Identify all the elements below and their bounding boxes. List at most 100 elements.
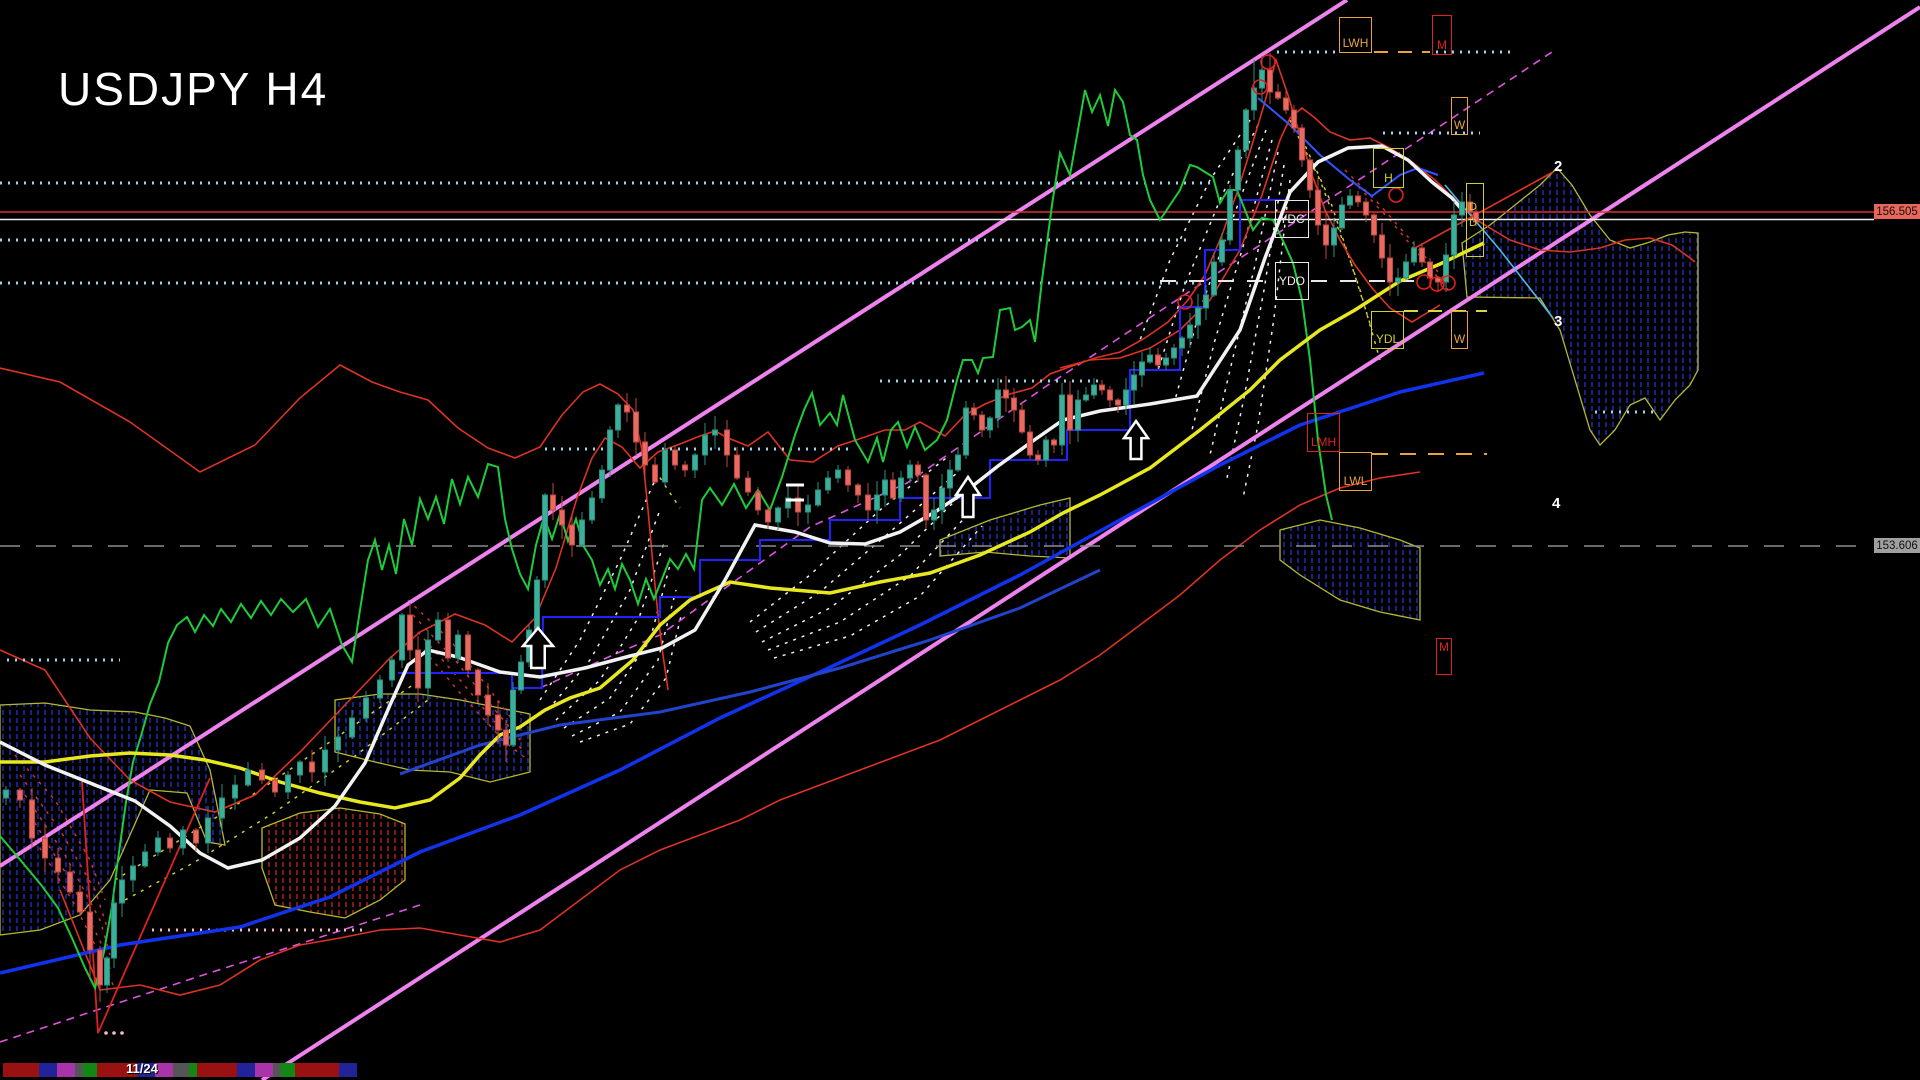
ichimoku-cloud-blue [1461,167,1699,447]
red-projection-line [1414,171,1554,249]
label-lwl: LWL [1343,474,1368,488]
candle-body [923,474,929,521]
candle-body [67,871,73,893]
timeline-strip-segment[interactable] [237,1063,255,1077]
candle-body [17,789,23,801]
chart-title: USDJPY H4 [58,63,329,115]
timeline-strip-segment[interactable] [83,1063,97,1077]
candle-body [734,454,740,479]
ichimoku-cloud-blue [1279,519,1421,621]
candle-body [1473,211,1479,223]
candle-body [1131,374,1137,391]
candle-body [1219,239,1225,263]
candle-body [1067,394,1073,431]
candle-body [682,464,688,471]
candle-body [963,407,969,456]
label-box-yesterday-low: YDL [1371,311,1404,349]
candle-body [882,479,888,496]
candle-body [349,717,355,738]
candle-body [1451,214,1457,256]
candle-body [1155,354,1161,366]
candle-body [1339,204,1345,229]
timeline-strip-segment[interactable] [197,1063,237,1077]
candle-body [642,441,648,466]
magenta-dashed-line [539,49,1556,689]
signal-ring [1177,294,1193,310]
candle-body [855,484,861,496]
candle-body [1235,149,1241,191]
candle-body [111,902,117,959]
candle-body [219,797,225,819]
candle-body [1059,394,1065,446]
candle-body [322,749,328,773]
candle-body [1435,277,1441,283]
candle-body [559,509,565,526]
candle-body [1291,109,1297,129]
candle-body [1203,294,1209,309]
candle-body [1331,227,1337,246]
candle-body [569,524,575,546]
dotted-fan-line [654,469,681,509]
timeline-strip-segment[interactable] [189,1063,197,1077]
wave-count-3: 3 [1554,313,1563,330]
candle-body [785,497,791,509]
v-marker-dot [120,1031,124,1035]
candle-body [518,661,524,691]
candle-body [745,477,751,493]
candle-body [180,829,186,849]
dotted-fan-line [749,454,951,623]
timeline-strip-segment[interactable] [255,1063,273,1077]
timeline-strip-segment[interactable] [273,1063,281,1077]
candle-body [915,464,921,476]
candle-body [1011,397,1017,411]
candle-body [1323,224,1329,246]
candle-body [1187,324,1193,339]
timeline-strip-segment[interactable] [339,1063,357,1077]
timeline-strip-segment[interactable] [295,1063,339,1077]
timeline-strip-segment[interactable] [3,1063,39,1077]
candle-body [865,494,871,511]
label-box-last-month-high: LMH [1307,413,1340,452]
dotted-fan-line [1351,179,1451,293]
candle-body [1043,439,1049,461]
candle-body [1227,189,1233,241]
dotted-fan-line [555,539,666,721]
candle-body [890,479,896,499]
timeline-strip-segment[interactable] [281,1063,295,1077]
candle-body [1403,261,1409,279]
label-box-monthly: M [1432,15,1452,55]
price-tag-ask: 156.505 [1874,204,1920,219]
v-marker-dot [104,1031,108,1035]
candle-body [1123,389,1129,406]
ichimoku-cloud-red [261,807,406,919]
candle-body [1243,109,1249,151]
candle-body [245,769,251,786]
date-label: 11/24 [126,1061,158,1076]
timeline-strip-segment[interactable] [173,1063,189,1077]
candle-body [232,784,238,799]
candle-body [435,619,441,641]
dotted-fan-line [1226,164,1285,479]
label-d-lower: D [1469,217,1477,229]
candle-body [205,817,211,844]
candle-body [775,507,781,523]
candle-body [542,494,548,581]
timeline-strip-segment[interactable] [57,1063,75,1077]
candle-body [510,689,516,746]
candle-body [765,509,771,523]
candle-body [1147,354,1153,363]
dotted-fan-line [773,525,983,659]
candle-body [939,487,945,511]
timeline-strip-segment[interactable] [155,1063,173,1077]
label-d-upper: D [1469,201,1477,213]
signal-ring [1260,54,1276,70]
timeline-strip-segment[interactable] [39,1063,57,1077]
candle-body [142,851,148,867]
candle-body [1443,254,1449,283]
timeline-strip-segment[interactable] [97,1063,137,1077]
timeline-strip-segment[interactable] [137,1063,155,1077]
timeline-strip-segment[interactable] [75,1063,83,1077]
wave-count-4: 4 [1552,495,1561,512]
